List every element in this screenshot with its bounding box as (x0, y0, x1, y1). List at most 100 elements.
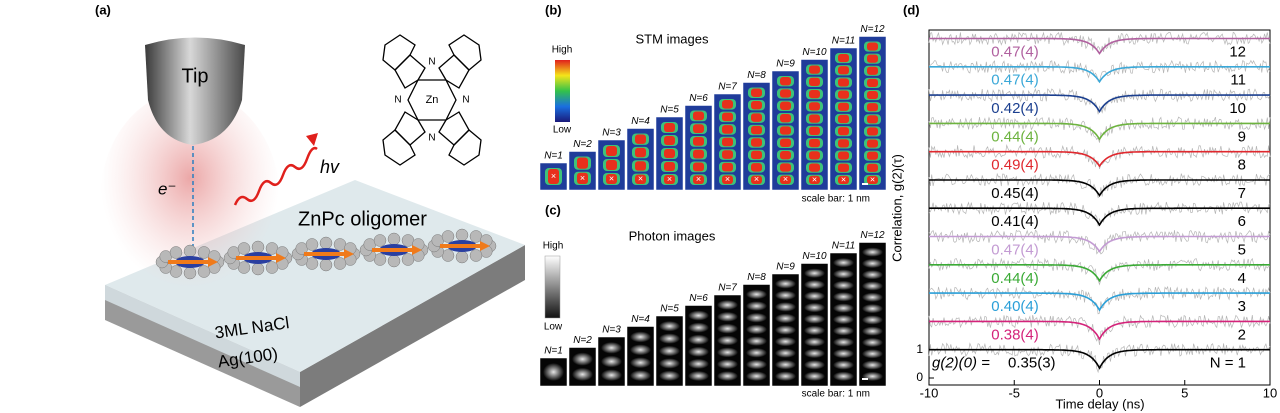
blob (722, 100, 733, 109)
y-tick-label: 1 (916, 342, 923, 356)
atom (401, 253, 415, 266)
atom (387, 232, 401, 246)
raw-trace (928, 342, 1271, 374)
legend-label: 8 (1238, 157, 1246, 174)
blob (833, 269, 854, 279)
dipole-arrow (372, 245, 422, 255)
blob (867, 139, 878, 148)
marker: × (783, 174, 788, 184)
blob (867, 42, 878, 51)
legend-label: 5 (1238, 242, 1246, 259)
value-label: 0.42(4) (991, 100, 1039, 117)
panel-label: (a) (95, 2, 111, 17)
electron-label: e⁻ (158, 179, 176, 198)
blob (809, 102, 820, 111)
blob (775, 359, 796, 370)
panel-label: (b) (545, 2, 562, 17)
blob (804, 371, 825, 381)
blob (809, 163, 820, 172)
blob (717, 323, 738, 334)
blob (630, 344, 651, 356)
blob (659, 333, 680, 344)
blob (746, 371, 767, 381)
blob (867, 66, 878, 75)
blob (717, 359, 738, 370)
scale-bar (862, 183, 868, 185)
blob (809, 126, 820, 135)
atom (333, 257, 347, 270)
panel-title: Photon images (629, 228, 716, 243)
atom (183, 266, 197, 280)
blob (804, 279, 825, 290)
blob (833, 258, 854, 268)
image-label: N=10 (802, 251, 827, 262)
blob (838, 90, 849, 99)
marker: × (725, 174, 730, 184)
blob (688, 334, 709, 345)
blob (833, 292, 854, 302)
fit-curve (929, 207, 1270, 227)
image-label: N=6 (689, 293, 708, 304)
blob (775, 348, 796, 358)
blob (780, 126, 791, 135)
image-label: N=4 (631, 116, 650, 127)
blob (606, 146, 617, 156)
slab-top (105, 180, 525, 372)
panel-title: STM images (636, 31, 709, 46)
blob (780, 175, 791, 184)
blob (746, 324, 767, 335)
image-label: N=7 (718, 82, 737, 93)
value-label: 0.49(4) (991, 157, 1039, 174)
atom-label: N (394, 95, 401, 106)
blob (804, 302, 825, 313)
blob (630, 370, 651, 381)
image-label: N=3 (602, 325, 621, 336)
blob (630, 357, 651, 369)
blob (606, 160, 617, 170)
blob (630, 331, 651, 343)
photon-label: hv (320, 157, 340, 177)
blob (838, 163, 849, 172)
blob (751, 175, 762, 184)
blob (838, 175, 849, 184)
marker: × (812, 174, 817, 184)
dipole-arrow (236, 253, 286, 263)
legend-label: 6 (1238, 213, 1246, 230)
blob (693, 111, 704, 121)
x-tick-label: 5 (1181, 385, 1188, 400)
blob (804, 348, 825, 359)
blob (693, 175, 704, 184)
blob (577, 172, 588, 184)
blob (833, 371, 854, 381)
value-label: 0.41(4) (991, 213, 1039, 230)
oligomer (155, 228, 497, 280)
blob (717, 311, 738, 322)
blob (746, 336, 767, 346)
blob (659, 370, 680, 381)
slab-side (300, 245, 525, 407)
image-label: N=7 (718, 283, 737, 294)
blob (804, 314, 825, 324)
blob (543, 363, 564, 381)
blob (833, 360, 854, 370)
blob (809, 151, 820, 160)
raw-trace (928, 201, 1271, 227)
scale-bar-label: scale bar: 1 nm (802, 389, 870, 400)
value-label: 0.45(4) (991, 185, 1039, 202)
value-label: 0.47(4) (991, 72, 1039, 89)
x-tick-label: 0 (1096, 385, 1103, 400)
image-label: N=2 (573, 139, 592, 150)
blob (809, 77, 820, 86)
blob (659, 358, 680, 369)
atom (237, 242, 251, 255)
blob (746, 301, 767, 311)
blob (833, 348, 854, 359)
colorbar-label: High (552, 45, 573, 56)
blob (775, 336, 796, 347)
image (742, 284, 771, 387)
legend-label: 11 (1230, 72, 1246, 89)
image-label: N=9 (776, 262, 795, 273)
blob (867, 151, 878, 160)
photon-wave (233, 146, 318, 206)
blob (780, 163, 791, 172)
